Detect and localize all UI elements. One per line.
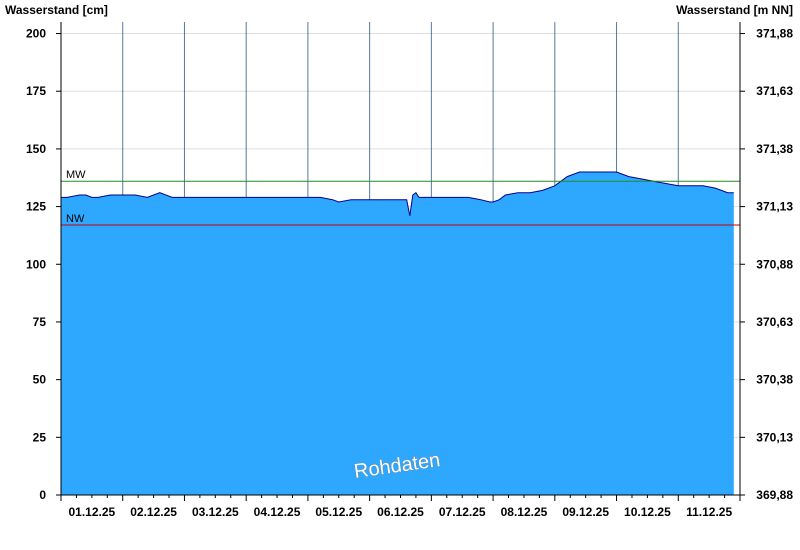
left-tick-label: 200 (26, 27, 46, 41)
right-tick-label: 371,38 (756, 142, 793, 156)
left-tick-label: 175 (26, 84, 46, 98)
x-tick-label: 11.12.25 (686, 505, 732, 519)
right-tick-label: 370,88 (756, 257, 793, 271)
left-tick-label: 150 (26, 142, 46, 156)
x-tick-label: 10.12.25 (624, 505, 671, 519)
left-tick-label: 50 (33, 373, 47, 387)
left-tick-label: 25 (33, 430, 47, 444)
reference-lines: MW NW (61, 169, 740, 226)
left-tick-label: 125 (26, 200, 46, 214)
ref-label-nw: NW (66, 213, 85, 225)
x-tick-label: 01.12.25 (69, 505, 116, 519)
right-tick-label: 371,13 (756, 200, 793, 214)
x-tick-label: 09.12.25 (562, 505, 609, 519)
x-tick-label: 07.12.25 (439, 505, 486, 519)
ref-label-mw: MW (66, 169, 86, 181)
left-axis-title: Wasserstand [cm] (5, 3, 108, 17)
right-tick-label: 369,88 (756, 488, 793, 502)
right-tick-label: 371,88 (756, 27, 793, 41)
x-tick-label: 03.12.25 (192, 505, 239, 519)
left-axis-ticks: 0 25 50 75 100 125 150 175 200 (26, 27, 61, 502)
right-axis-title: Wasserstand [m NN] (676, 3, 793, 17)
left-tick-label: 100 (26, 257, 46, 271)
x-axis-ticks: 01.12.25 02.12.25 03.12.25 04.12.25 05.12.25… (60, 495, 741, 519)
x-tick-label: 04.12.25 (254, 505, 301, 519)
right-tick-label: 371,63 (756, 84, 793, 98)
series-layer (61, 171, 734, 495)
right-tick-label: 370,13 (756, 430, 793, 444)
water-level-area (61, 172, 734, 495)
x-tick-label: 05.12.25 (315, 505, 362, 519)
right-tick-label: 370,38 (756, 373, 793, 387)
x-tick-label: 08.12.25 (501, 505, 548, 519)
right-axis-ticks: 369,88 370,13 370,38 370,63 370,88 371,13 371,… (740, 27, 793, 502)
left-tick-label: 75 (33, 315, 47, 329)
x-tick-label: 06.12.25 (377, 505, 424, 519)
left-tick-label: 0 (39, 488, 46, 502)
right-tick-label: 370,63 (756, 315, 793, 329)
water-level-line (61, 171, 734, 216)
x-tick-label: 02.12.25 (130, 505, 177, 519)
